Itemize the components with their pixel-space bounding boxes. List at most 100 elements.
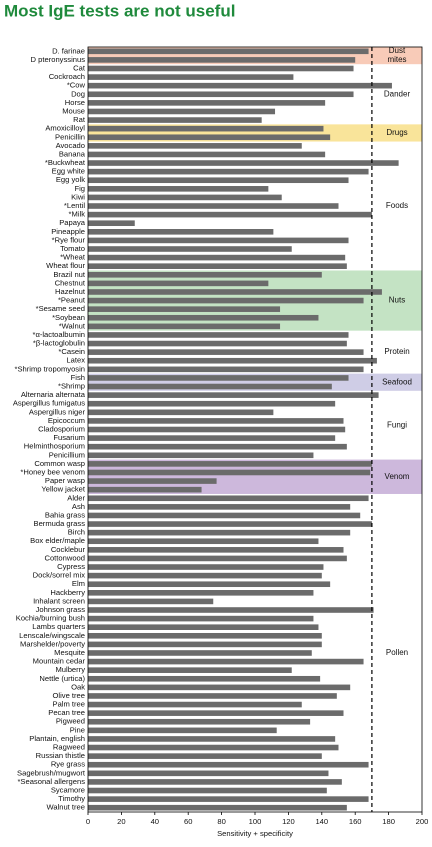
y-tick-label: Bahia grass bbox=[45, 510, 85, 519]
bar bbox=[88, 452, 314, 459]
y-tick-label: Fusarium bbox=[53, 433, 85, 442]
y-tick-label: Aspergillus fumigatus bbox=[13, 399, 85, 408]
group-label: Nuts bbox=[389, 296, 405, 305]
y-tick-label: Mulberry bbox=[55, 665, 85, 674]
bar bbox=[88, 675, 321, 682]
bar bbox=[88, 400, 336, 407]
y-tick-label: Palm tree bbox=[53, 700, 86, 709]
bar bbox=[88, 125, 324, 132]
bar bbox=[88, 168, 369, 175]
y-tick-label: *Shrimp bbox=[58, 382, 85, 391]
bar bbox=[88, 684, 351, 691]
y-tick-label: *Buckwheat bbox=[45, 158, 86, 167]
y-tick-label: Johnson grass bbox=[36, 605, 86, 614]
bar bbox=[88, 693, 337, 699]
y-tick-label: Dog bbox=[71, 89, 85, 98]
y-tick-label: *Peanut bbox=[58, 296, 86, 305]
bar bbox=[88, 297, 364, 304]
bar bbox=[88, 65, 354, 72]
bar bbox=[88, 117, 262, 123]
y-tick-label: Egg yolk bbox=[56, 175, 85, 184]
bar bbox=[88, 495, 369, 502]
y-tick-label: Cladosporium bbox=[38, 425, 85, 434]
bar bbox=[88, 134, 331, 141]
bar bbox=[88, 529, 351, 536]
y-tick-label: Timothy bbox=[58, 794, 85, 803]
y-tick-label: Mountain cedar bbox=[33, 657, 86, 666]
bar bbox=[88, 418, 344, 424]
y-tick-label: Kiwi bbox=[71, 192, 85, 201]
bar bbox=[88, 392, 379, 398]
bar bbox=[88, 246, 292, 252]
y-tick-label: *Honey bee venom bbox=[20, 467, 85, 476]
y-tick-label: Kochia/burning bush bbox=[16, 614, 85, 623]
y-tick-label: Aspergillus niger bbox=[29, 407, 86, 416]
y-tick-label: Olive tree bbox=[53, 691, 86, 700]
bar bbox=[88, 486, 202, 493]
y-tick-label: Inhalant screen bbox=[33, 596, 85, 605]
bar bbox=[88, 461, 372, 467]
bar bbox=[88, 237, 349, 244]
y-tick-label: Oak bbox=[71, 682, 85, 691]
x-tick-label: 60 bbox=[184, 817, 192, 826]
bar bbox=[88, 349, 364, 355]
bar bbox=[88, 650, 312, 656]
bar bbox=[88, 744, 339, 751]
bar bbox=[88, 753, 322, 759]
bar bbox=[88, 667, 292, 673]
bar bbox=[88, 177, 349, 184]
y-tick-label: Cat bbox=[73, 63, 86, 72]
y-tick-label: Banana bbox=[59, 149, 86, 158]
bar bbox=[88, 538, 319, 545]
y-tick-label: Lenscale/wingscale bbox=[19, 631, 85, 640]
y-tick-label: D. farinae bbox=[52, 46, 85, 55]
bar bbox=[88, 340, 347, 347]
bar bbox=[88, 435, 336, 441]
bar bbox=[88, 607, 374, 613]
y-tick-label: Pineapple bbox=[51, 227, 85, 236]
x-tick-label: 20 bbox=[117, 817, 125, 826]
group-label: Venom bbox=[385, 472, 410, 481]
y-tick-label: *Wheat bbox=[60, 253, 86, 262]
y-tick-label: D pteronyssinus bbox=[31, 55, 86, 64]
y-tick-label: Brazil nut bbox=[53, 270, 86, 279]
group-label: Fungi bbox=[387, 420, 407, 429]
y-tick-label: Horse bbox=[65, 98, 85, 107]
y-tick-label: *Lentil bbox=[64, 201, 85, 210]
bar bbox=[88, 409, 274, 416]
x-tick-label: 100 bbox=[249, 817, 262, 826]
y-tick-label: Birch bbox=[68, 528, 85, 537]
bar bbox=[88, 779, 342, 785]
y-tick-label: Mouse bbox=[62, 106, 85, 115]
bar bbox=[88, 504, 351, 510]
bar bbox=[88, 615, 314, 622]
y-tick-label: Hazelnut bbox=[55, 287, 86, 296]
y-tick-label: Mesquite bbox=[54, 648, 85, 657]
bar bbox=[88, 572, 322, 579]
bar bbox=[88, 761, 369, 768]
chart-title: Most IgE tests are not useful bbox=[4, 1, 235, 20]
y-tick-label: Egg white bbox=[52, 167, 85, 176]
bar bbox=[88, 186, 269, 192]
y-tick-label: Papaya bbox=[59, 218, 86, 227]
y-tick-label: Yellow jacket bbox=[41, 485, 86, 494]
y-tick-label: Tomato bbox=[60, 244, 85, 253]
group-label: mites bbox=[387, 55, 406, 64]
bar bbox=[88, 229, 274, 235]
y-tick-label: *Walnut bbox=[59, 321, 86, 330]
y-tick-label: Lambs quarters bbox=[32, 622, 85, 631]
bar bbox=[88, 289, 382, 295]
y-tick-label: Alder bbox=[67, 493, 85, 502]
y-tick-label: Ragweed bbox=[53, 743, 85, 752]
bar bbox=[88, 194, 282, 201]
bar bbox=[88, 143, 302, 149]
y-tick-label: Common wasp bbox=[34, 459, 85, 468]
bar bbox=[88, 796, 369, 802]
bar bbox=[88, 332, 349, 338]
y-tick-label: Ash bbox=[72, 502, 85, 511]
group-label: Protein bbox=[384, 347, 409, 356]
y-tick-label: Box elder/maple bbox=[30, 536, 85, 545]
group-label: Pollen bbox=[386, 648, 408, 657]
bar bbox=[88, 366, 364, 373]
